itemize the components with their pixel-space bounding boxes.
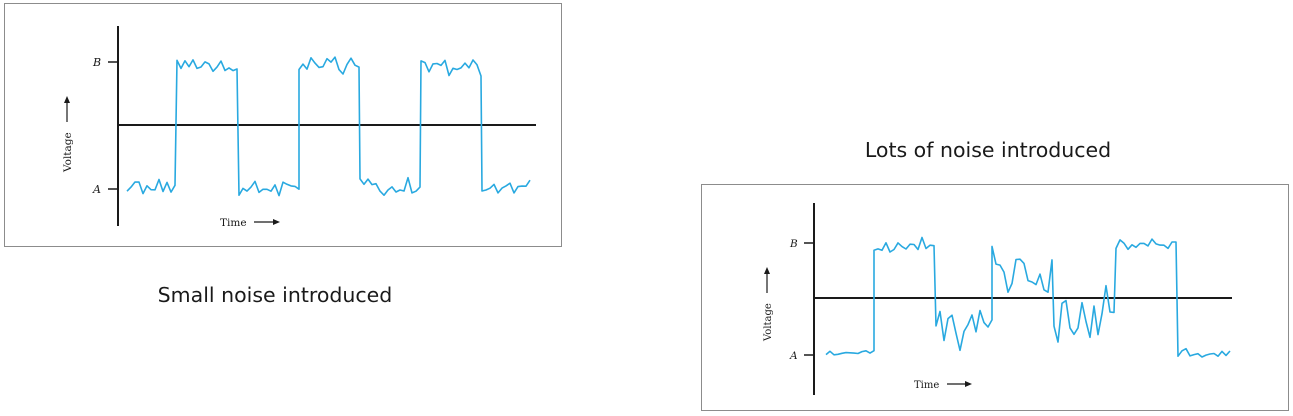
noisy-signal-wave: [126, 56, 531, 197]
y-axis-arrow-icon: [64, 96, 70, 103]
level-high-label: B: [789, 238, 798, 250]
lots-noise-diagram-panel: B A Voltage Time: [701, 184, 1289, 411]
small-noise-diagram-panel: B A Voltage Time: [4, 3, 562, 247]
x-axis-label: Time: [220, 217, 247, 229]
y-axis-label-group: Voltage: [763, 267, 774, 342]
level-low-label: A: [789, 350, 798, 362]
x-axis-label-group: Time: [914, 380, 972, 391]
x-axis-label: Time: [914, 380, 939, 391]
x-axis-arrow-icon: [273, 219, 280, 225]
lots-noise-diagram: B A Voltage Time: [763, 203, 1232, 395]
small-noise-diagram: B A Voltage Time: [62, 26, 536, 229]
y-axis-label-group: Voltage: [62, 96, 74, 173]
y-axis-label: Voltage: [62, 132, 74, 173]
noisy-signal-wave: [825, 236, 1231, 358]
lots-noise-caption: Lots of noise introduced: [864, 138, 1112, 162]
small-noise-caption: Small noise introduced: [157, 283, 393, 307]
x-axis-arrow-icon: [965, 381, 972, 387]
level-low-label: A: [92, 183, 101, 196]
y-axis-arrow-icon: [764, 267, 770, 274]
y-axis-label: Voltage: [763, 303, 774, 342]
level-high-label: B: [92, 56, 101, 69]
x-axis-label-group: Time: [220, 217, 280, 229]
